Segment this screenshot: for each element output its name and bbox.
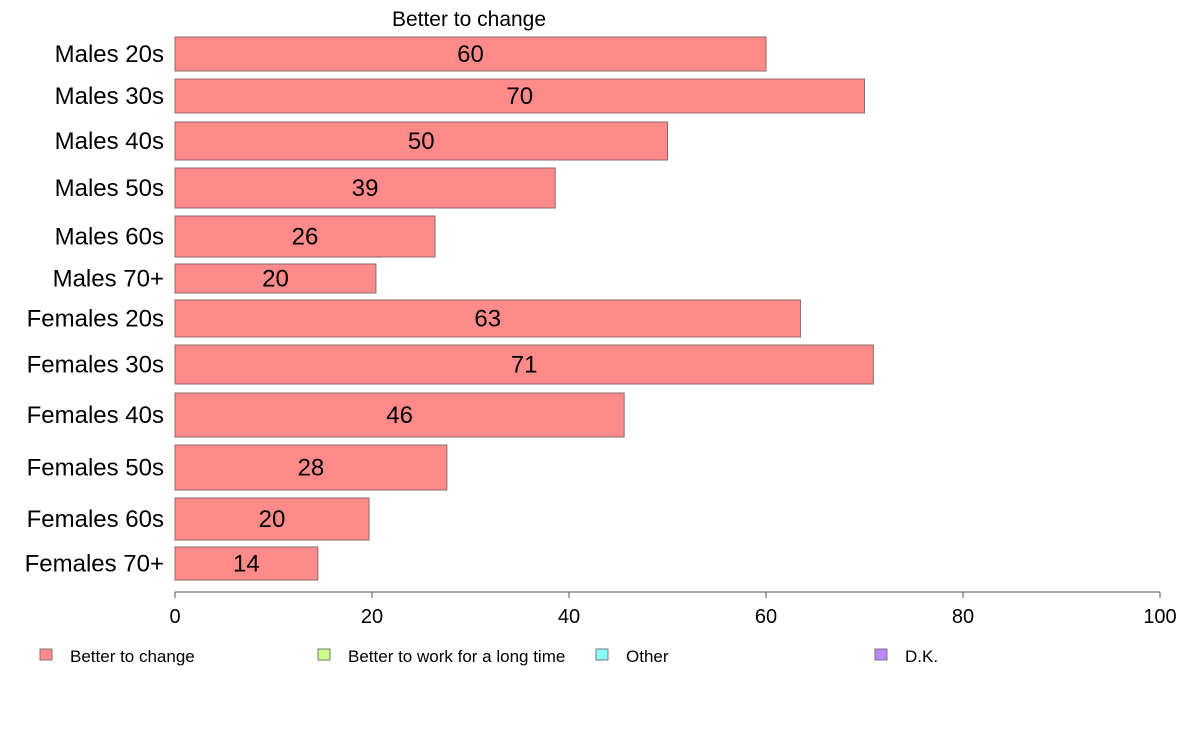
bar	[174, 263, 377, 294]
x-tick-label: 100	[1143, 606, 1176, 628]
legend-label: Better to change	[70, 647, 195, 666]
category-label: Females 20s	[27, 306, 164, 333]
data-label: 26	[292, 224, 319, 251]
legend-swatch	[39, 648, 53, 661]
bars-group: Males 20s 60 Males 30s 70 Males 40s 50 Males 5…	[25, 36, 874, 581]
bar	[174, 167, 556, 209]
legend-label: Better to work for a long time	[348, 647, 565, 666]
category-label: Males 30s	[55, 83, 164, 110]
category-label: Females 40s	[27, 402, 164, 429]
x-tick-label: 80	[952, 606, 974, 628]
x-tick-label: 0	[169, 606, 180, 628]
bar	[174, 36, 767, 72]
bar	[174, 344, 874, 385]
legend: Better to change Better to work for a lon…	[39, 647, 938, 666]
data-label: 60	[457, 41, 484, 68]
category-label: Males 70+	[53, 266, 164, 293]
data-label: 50	[408, 128, 435, 155]
bar	[174, 546, 319, 581]
x-tick-label: 20	[361, 606, 383, 628]
bar	[174, 392, 625, 438]
data-label: 39	[352, 175, 379, 202]
bar	[174, 121, 668, 161]
chart-title: Better to change	[392, 8, 546, 31]
bar	[174, 299, 801, 338]
bar	[174, 497, 370, 541]
category-label: Females 50s	[27, 455, 164, 482]
legend-swatch	[874, 648, 888, 661]
data-label: 20	[259, 506, 286, 533]
legend-swatch	[595, 648, 609, 661]
category-label: Males 20s	[55, 41, 164, 68]
data-label: 70	[506, 83, 533, 110]
legend-label: Other	[626, 647, 669, 666]
bar	[174, 444, 448, 491]
data-label: 28	[298, 455, 325, 482]
x-tick-label: 60	[755, 606, 777, 628]
x-tick-label: 40	[558, 606, 580, 628]
data-label: 63	[474, 306, 501, 333]
data-label: 20	[262, 266, 289, 293]
category-label: Males 60s	[55, 224, 164, 251]
category-label: Females 70+	[25, 551, 164, 578]
category-label: Males 50s	[55, 175, 164, 202]
category-label: Females 60s	[27, 506, 164, 533]
data-label: 14	[233, 551, 260, 578]
category-label: Females 30s	[27, 352, 164, 379]
data-label: 46	[386, 402, 413, 429]
bar	[174, 215, 436, 258]
bar	[174, 78, 865, 114]
x-axis: 0 20 40 60 80 100	[169, 591, 1177, 628]
legend-label: D.K.	[905, 647, 938, 666]
category-label: Males 40s	[55, 128, 164, 155]
legend-swatch	[317, 648, 331, 661]
data-label: 71	[511, 352, 538, 379]
